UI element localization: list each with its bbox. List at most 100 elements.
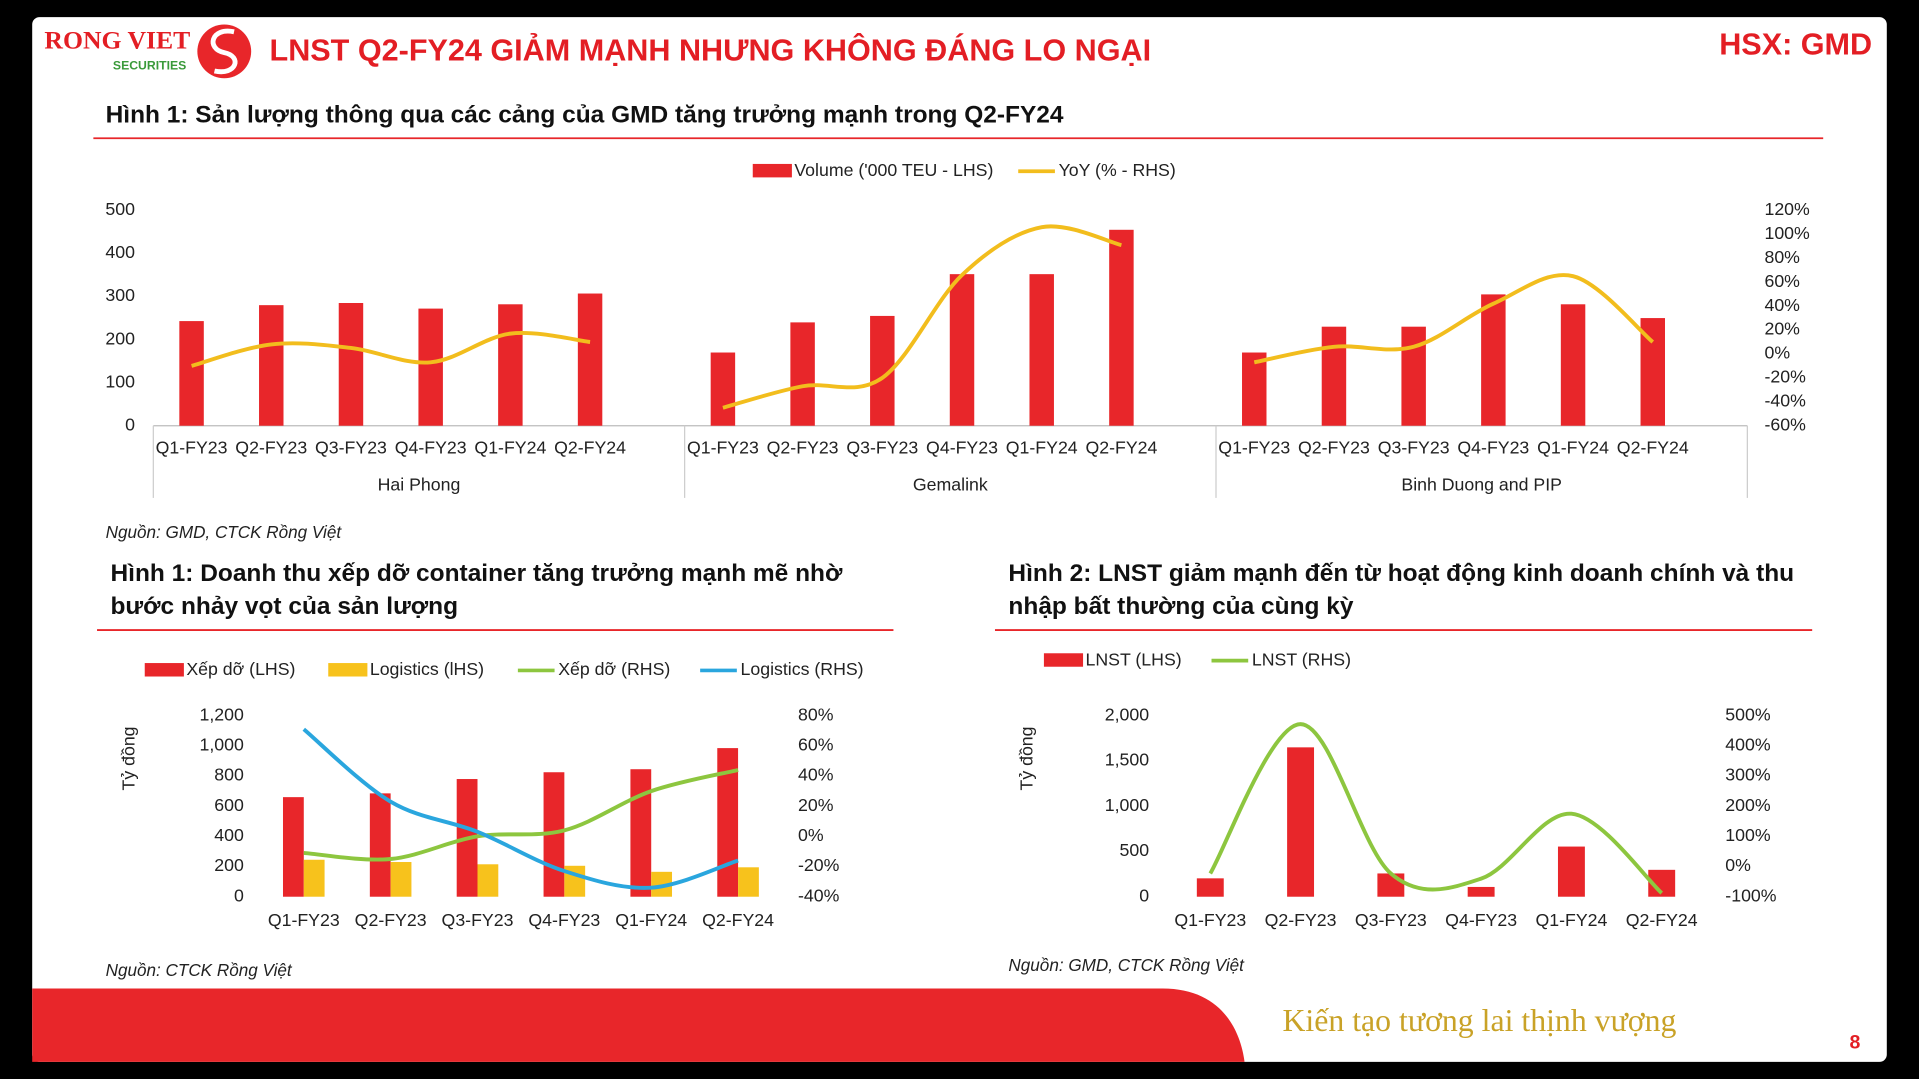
y2-tick-label: -40%	[798, 885, 840, 905]
y2-tick-label: 20%	[1764, 319, 1800, 339]
y2-tick-label: 100%	[1725, 825, 1771, 845]
line-series	[722, 224, 1122, 410]
x-tick-label: Q3-FY23	[1355, 910, 1427, 930]
slide-background	[32, 17, 1887, 1062]
y2-tick-label: -20%	[798, 855, 840, 875]
x-tick-label: Q2-FY23	[355, 910, 427, 930]
y-tick-label: 400	[214, 825, 244, 845]
x-tick-label: Q4-FY23	[395, 438, 467, 458]
y2-tick-label: -40%	[1764, 390, 1806, 410]
y2-tick-label: 120%	[1764, 199, 1810, 219]
legend-label: Xếp dỡ (LHS)	[186, 659, 295, 679]
y2-tick-label: 60%	[1764, 271, 1800, 291]
line-series	[302, 727, 739, 890]
y-axis-label: Tỷ đồng	[119, 726, 139, 790]
source-note: Nguồn: GMD, CTCK Rồng Việt	[106, 523, 343, 542]
x-tick-label: Q1-FY24	[474, 438, 546, 458]
x-tick-label: Q2-FY24	[554, 438, 626, 458]
legend-label: Xếp dỡ (RHS)	[558, 659, 670, 679]
legend-swatch	[144, 663, 184, 677]
logo-subtext: SECURITIES	[113, 58, 186, 72]
x-tick-label: Q2-FY23	[235, 438, 307, 458]
bar	[1287, 747, 1315, 897]
line-series	[1253, 273, 1655, 365]
bar	[738, 867, 759, 897]
bar	[418, 308, 443, 426]
x-tick-label: Q1-FY24	[615, 910, 687, 930]
y2-tick-label: 60%	[798, 735, 834, 755]
x-tick-label: Q1-FY23	[156, 438, 228, 458]
y2-tick-label: -60%	[1764, 414, 1806, 434]
x-tick-label: Q2-FY23	[1298, 438, 1370, 458]
source-note: Nguồn: CTCK Rồng Việt	[106, 961, 293, 980]
bar	[717, 748, 739, 897]
legend-swatch	[1043, 653, 1084, 667]
y-tick-label: 500	[105, 199, 135, 219]
bar	[1029, 274, 1054, 426]
y-tick-label: 400	[105, 242, 135, 262]
y-tick-label: 2,000	[1105, 704, 1149, 724]
bar	[630, 769, 652, 897]
chart-title: Hình 2: LNST giảm mạnh đến từ hoạt động …	[1008, 560, 1795, 621]
footer-band	[32, 988, 1245, 1062]
bar	[477, 864, 499, 897]
bar	[1377, 873, 1405, 897]
legend-label: LNST (RHS)	[1252, 649, 1351, 669]
x-tick-label: Q2-FY23	[767, 438, 839, 458]
y2-tick-label: 80%	[1764, 247, 1800, 267]
y2-tick-label: 100%	[1764, 223, 1810, 243]
legend-swatch	[328, 663, 368, 677]
y2-tick-label: -100%	[1725, 885, 1776, 905]
bar	[1109, 229, 1134, 426]
line-series	[1208, 722, 1664, 895]
bar	[390, 862, 412, 897]
bar	[1467, 886, 1495, 897]
y-tick-label: 1,000	[199, 735, 243, 755]
bar	[710, 352, 736, 426]
x-tick-label: Q4-FY23	[528, 910, 600, 930]
slogan: Kiến tạo tương lai thịnh vượng	[1282, 1003, 1676, 1038]
group-label: Binh Duong and PIP	[1401, 474, 1562, 494]
group-label: Hai Phong	[378, 474, 461, 494]
y2-tick-label: 40%	[798, 765, 834, 785]
bar	[369, 793, 391, 897]
bar	[1560, 304, 1586, 426]
y-tick-label: 1,000	[1105, 795, 1149, 815]
x-tick-label: Q3-FY23	[315, 438, 387, 458]
legend-swatch	[752, 163, 792, 178]
bar	[1321, 326, 1347, 426]
logo-dragon	[210, 28, 238, 75]
y-tick-label: 1,500	[1105, 750, 1149, 770]
y-tick-label: 0	[234, 885, 244, 905]
line-series	[191, 331, 591, 368]
x-tick-label: Q1-FY24	[1535, 910, 1607, 930]
bar	[498, 304, 523, 426]
page-number: 8	[1850, 1032, 1861, 1054]
x-tick-label: Q1-FY24	[1006, 438, 1078, 458]
source-note: Nguồn: GMD, CTCK Rồng Việt	[1008, 956, 1245, 975]
group-label: Gemalink	[913, 474, 988, 494]
y2-tick-label: 300%	[1725, 765, 1771, 785]
x-tick-label: Q3-FY23	[442, 910, 514, 930]
legend-label: YoY (% - RHS)	[1059, 160, 1176, 180]
bar	[577, 293, 603, 426]
y-tick-label: 600	[214, 795, 244, 815]
x-tick-label: Q2-FY23	[1265, 910, 1337, 930]
legend-label: LNST (LHS)	[1086, 649, 1182, 669]
x-tick-label: Q4-FY23	[1457, 438, 1529, 458]
bar	[1196, 878, 1224, 897]
bar	[790, 322, 815, 426]
x-tick-label: Q1-FY23	[687, 438, 759, 458]
y-tick-label: 1,200	[199, 704, 243, 724]
chart-title-box: Hình 1: Sản lượng thông qua các cảng của…	[105, 101, 1064, 129]
y-tick-label: 200	[214, 855, 244, 875]
chart-title: Hình 1: Sản lượng thông qua các cảng của…	[105, 101, 1064, 129]
bar	[282, 797, 304, 897]
y-tick-label: 800	[214, 765, 244, 785]
chart-title: Hình 1: Doanh thu xếp dỡ container tăng …	[110, 560, 843, 621]
y2-tick-label: 200%	[1725, 795, 1771, 815]
slide-title: LNST Q2-FY24 GIẢM MẠNH NHƯNG KHÔNG ĐÁNG …	[270, 32, 1152, 68]
x-tick-label: Q4-FY23	[1445, 910, 1517, 930]
legend-label: Logistics (RHS)	[741, 659, 864, 679]
bar	[651, 871, 673, 897]
